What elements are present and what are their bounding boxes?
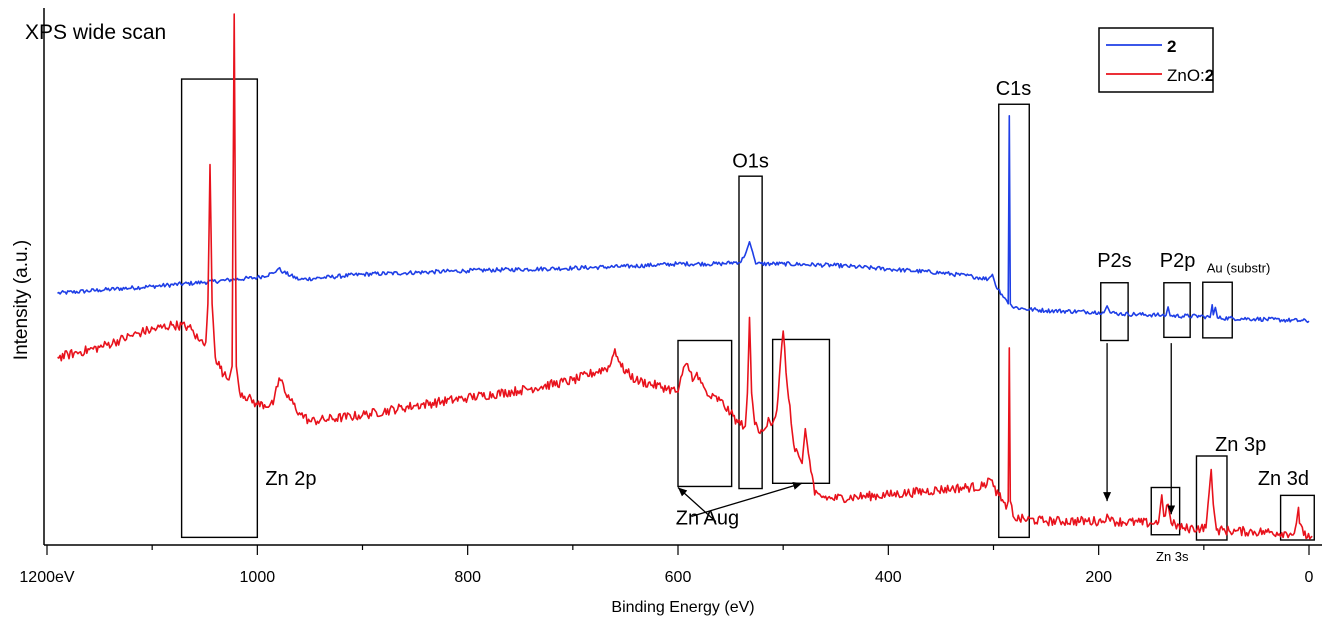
box-zn-3d [1279, 494, 1315, 541]
legend-frame [1098, 27, 1214, 93]
label-au-substr: Au (substr) [1207, 260, 1271, 275]
label-zn-aug: Zn Aug [676, 507, 739, 529]
label-c1s: C1s [996, 78, 1032, 100]
label-p2s: P2s [1097, 250, 1131, 272]
box-zn-3s [1150, 486, 1181, 536]
label-o1s: O1s [732, 150, 769, 172]
box-o1s [738, 175, 763, 490]
label-p2p: P2p [1160, 250, 1196, 272]
label-zn-3s: Zn 3s [1156, 549, 1189, 564]
y-axis-label: Intensity (a.u.) [11, 240, 32, 360]
x-axis-ticks: 1200eV 1000 800 600 400 200 0 [19, 545, 1314, 586]
legend-entry-zno-2: ZnO:2 [1167, 66, 1214, 85]
annotation-labels: Zn 2p O1s C1s P2s P2p Au (substr) Zn 3s Zn 3p Zn… [265, 78, 1309, 564]
annotation-boxes [180, 78, 1315, 541]
box-au-substr [1202, 281, 1233, 339]
series-line-zno-2 [57, 13, 1313, 540]
box-zn-aug [677, 339, 733, 488]
annotation-arrows [677, 343, 1176, 523]
series-line-2 [57, 115, 1310, 324]
x-tick-label-800: 800 [454, 569, 481, 586]
x-tick-label-0: 0 [1305, 569, 1314, 586]
arrow-2 [691, 482, 803, 517]
x-tick-label-1000: 1000 [240, 569, 276, 586]
series-layer [57, 13, 1313, 540]
box-c1s [998, 103, 1030, 539]
x-axis-label: Binding Energy (eV) [611, 599, 754, 616]
box-zn-2p [180, 78, 259, 539]
label-zn-3p: Zn 3p [1215, 434, 1266, 456]
box-p2p [1163, 282, 1191, 339]
legend-entry-2: 2 [1167, 37, 1176, 56]
label-zn-2p: Zn 2p [265, 468, 316, 490]
box-p2s [1100, 282, 1129, 342]
label-zn-3d: Zn 3d [1258, 468, 1309, 490]
x-tick-label-600: 600 [665, 569, 692, 586]
x-tick-label-1200: 1200eV [19, 569, 74, 586]
chart-title: XPS wide scan [25, 21, 166, 44]
box-zn-3p [1195, 455, 1228, 541]
x-tick-label-200: 200 [1085, 569, 1112, 586]
arrow-1 [677, 487, 717, 523]
legend: 2 ZnO:2 [1098, 27, 1214, 93]
x-tick-label-400: 400 [875, 569, 902, 586]
